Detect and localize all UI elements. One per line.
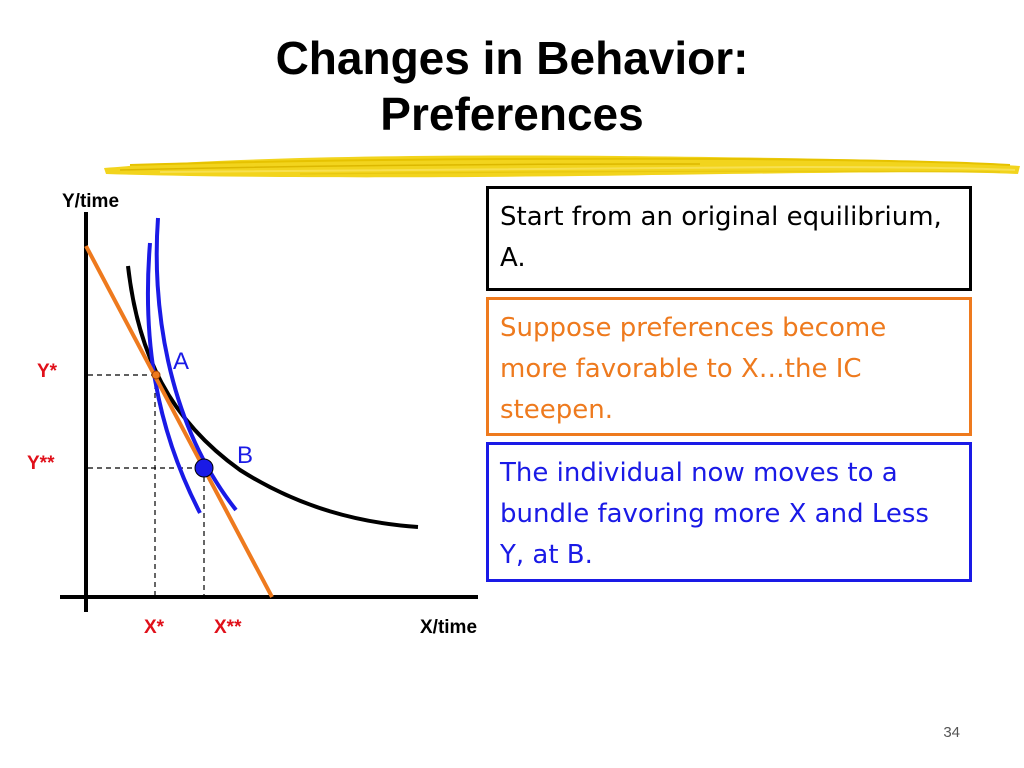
text-box-new-bundle: The individual now moves to a bundle fav… xyxy=(486,442,972,582)
y-double-star-label: Y** xyxy=(27,453,55,474)
text-box-original-equilibrium: Start from an original equilibrium, A. xyxy=(486,186,972,291)
x-axis-label: X/time xyxy=(420,617,477,638)
page-number: 34 xyxy=(943,724,960,741)
x-double-star-label: X** xyxy=(214,617,242,638)
text-box-preference-change: Suppose preferences become more favorabl… xyxy=(486,297,972,436)
title-line-2: Preferences xyxy=(380,88,644,140)
x-star-label: X* xyxy=(144,617,165,638)
point-a-label: A xyxy=(173,348,189,375)
title-underline-brush xyxy=(104,155,1020,178)
point-b-marker xyxy=(194,458,214,478)
budget-line xyxy=(84,245,274,598)
y-star-label: Y* xyxy=(37,361,58,382)
indifference-diagram: Y/time X/time A B Y* Y** X* X** xyxy=(27,191,478,638)
slide-title: Changes in Behavior: Preferences xyxy=(0,30,1024,142)
point-b-label: B xyxy=(237,442,253,469)
original-indifference-curve xyxy=(126,265,419,529)
title-line-1: Changes in Behavior: xyxy=(275,32,749,84)
y-axis-label: Y/time xyxy=(62,191,119,212)
point-a-marker xyxy=(151,370,161,380)
